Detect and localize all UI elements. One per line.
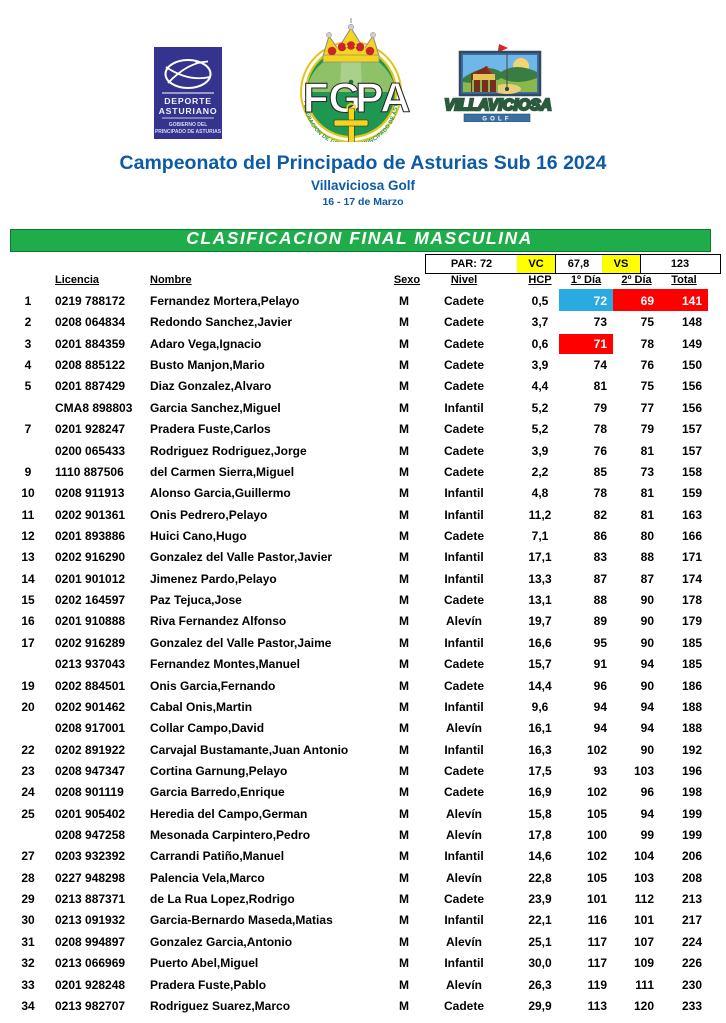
- svg-text:DEPORTE: DEPORTE: [164, 96, 212, 106]
- svg-text:GOLF: GOLF: [482, 117, 511, 122]
- svg-text:ASTURIANO: ASTURIANO: [159, 106, 218, 116]
- svg-text:PA: PA: [355, 74, 410, 121]
- svg-text:GOBIERNO DEL: GOBIERNO DEL: [169, 122, 208, 128]
- svg-text:VILLAVICIOSA: VILLAVICIOSA: [444, 97, 551, 114]
- svg-text:PRINCIPADO DE ASTURIAS: PRINCIPADO DE ASTURIAS: [155, 129, 222, 135]
